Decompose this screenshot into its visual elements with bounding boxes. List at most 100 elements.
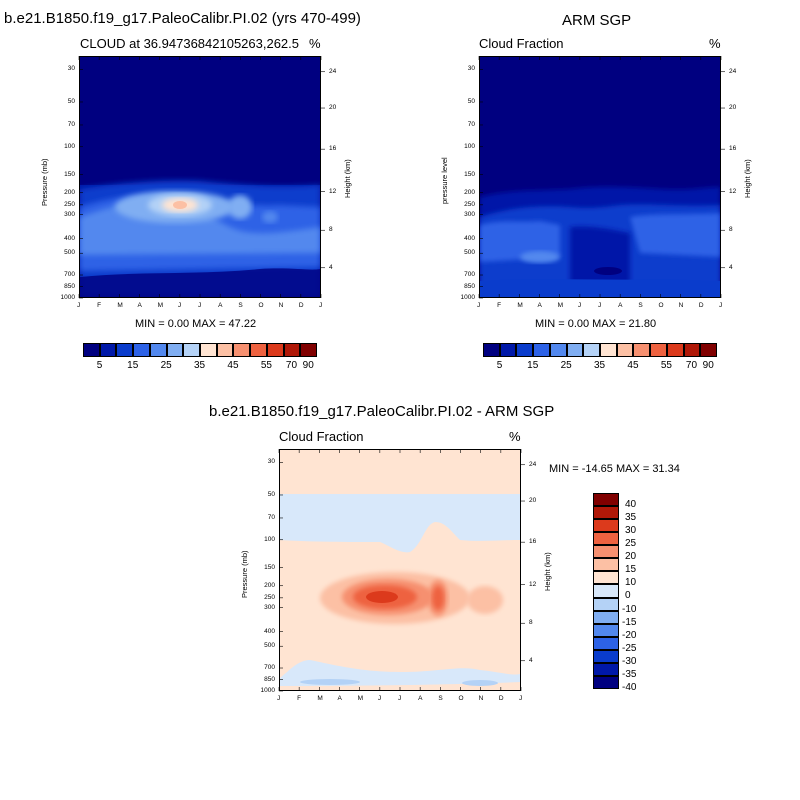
- panel-model-xtick-label: N: [278, 302, 284, 309]
- colorbar-diff-swatch: [593, 584, 619, 598]
- panel-diff-ytick-label: 1000: [260, 687, 275, 694]
- panel-model-ytick-label: 200: [64, 188, 75, 196]
- panel-diff-xtick-label: M: [317, 695, 323, 702]
- colorbar-model-swatch: [116, 343, 134, 357]
- panel-diff-htick-label: 24: [529, 460, 537, 468]
- colorbar-model-label: 70: [285, 360, 298, 371]
- colorbar-model-swatch: [133, 343, 150, 357]
- panel-model-htick-label: 4: [329, 263, 333, 271]
- panel-obs-ytick-label: 70: [467, 120, 475, 128]
- colorbar-obs-label: 45: [627, 360, 639, 371]
- colorbar-diff: [593, 493, 619, 689]
- panel-obs-xtick-label: F: [497, 302, 502, 309]
- colorbar-diff-swatch: [593, 623, 619, 637]
- colorbar-diff-swatch: [593, 558, 619, 572]
- colorbar-diff-swatch: [593, 636, 619, 650]
- panel-diff-stats: MIN = -14.65 MAX = 31.34: [549, 463, 680, 475]
- panel-diff-htick-label: 16: [529, 538, 537, 546]
- panel-obs-ytick-label: 500: [464, 249, 475, 257]
- panel-diff-plot: [279, 449, 521, 691]
- colorbar-obs: [483, 343, 717, 357]
- colorbar-model-swatch: [99, 343, 117, 357]
- colorbar-diff-label: 0: [625, 590, 631, 602]
- panel-model-xtick-label: M: [117, 302, 123, 309]
- panel-obs-xtick-label: S: [638, 302, 643, 309]
- panel-obs-ytick-label: 30: [467, 65, 475, 73]
- colorbar-model-label: 90: [302, 360, 314, 371]
- colorbar-diff-swatch: [593, 675, 619, 689]
- colorbar-diff-swatch: [593, 610, 619, 624]
- colorbar-model-swatch: [233, 343, 251, 357]
- panel-diff-ytick-label: 250: [264, 593, 275, 601]
- panel-obs-ytick-label: 700: [464, 271, 475, 278]
- panel-obs-htick-label: 16: [729, 145, 737, 153]
- colorbar-obs-label: 15: [527, 360, 539, 371]
- colorbar-diff-swatch: [593, 519, 619, 533]
- colorbar-obs-label: 35: [594, 360, 606, 371]
- colorbar-obs-swatch: [700, 343, 717, 357]
- panel-obs-ytick-label: 1000: [460, 294, 475, 301]
- colorbar-diff-label: 30: [625, 525, 637, 537]
- panel-obs-htick-label: 12: [729, 187, 737, 195]
- colorbar-obs-labels: 5 15 25 35 45 55 70 90: [483, 360, 717, 374]
- panel-obs-xtick-label: J: [598, 302, 602, 309]
- panel-model-xtick-label: D: [298, 302, 304, 309]
- panel-diff-ylabel-right: Height (km): [543, 552, 552, 591]
- panel-model-xtick-label: O: [258, 302, 264, 309]
- colorbar-model-swatch: [216, 343, 234, 357]
- panel-model-ylabel-left: Pressure (mb): [40, 158, 49, 206]
- colorbar-model-label: 5: [96, 360, 103, 371]
- panel-obs-ytick-label: 850: [464, 282, 475, 290]
- panel-obs-stats: MIN = 0.00 MAX = 21.80: [535, 318, 657, 330]
- panel-diff-ytick-label: 30: [267, 458, 275, 466]
- colorbar-diff-swatch: [593, 545, 619, 559]
- panel-diff-xtick-label: A: [337, 695, 342, 702]
- panel-obs-htick-label: 8: [729, 226, 733, 234]
- panel-model-htick-label: 24: [329, 67, 337, 75]
- left-panel-title: b.e21.B1850.f19_g17.PaleoCalibr.PI.02 (y…: [4, 10, 361, 27]
- panel-diff-xtick-label: O: [458, 695, 464, 702]
- colorbar-obs-swatch: [516, 343, 534, 357]
- panel-model-htick-label: 8: [329, 226, 333, 234]
- panel-obs-ylabel-left: pressure level: [440, 157, 449, 204]
- panel-diff-ytick-label: 700: [264, 664, 275, 671]
- colorbar-diff-label: 15: [625, 564, 637, 576]
- panel-model-ytick-label: 400: [64, 234, 75, 242]
- panel-diff-ytick-label: 300: [264, 603, 275, 611]
- colorbar-diff-labels: 40 35 30 25 20 15 10 0 -10 -15 -20 -25 -30 -35 -40: [622, 493, 662, 693]
- panel-model-ytick-label: 250: [64, 200, 75, 208]
- colorbar-diff-label: -30: [622, 655, 637, 667]
- colorbar-model-labels: 5 15 25 35 45 55 70 90: [83, 360, 317, 374]
- colorbar-model-label: 35: [194, 360, 206, 371]
- panel-model-ytick-label: 700: [64, 271, 75, 278]
- colorbar-model-label: 45: [227, 360, 239, 371]
- panel-obs-ylabel-right: Height (km): [743, 159, 752, 198]
- panel-diff-ylabel-left: Pressure (mb): [240, 550, 249, 598]
- panel-diff-xtick-label: D: [498, 695, 504, 702]
- colorbar-diff-label: -40: [622, 681, 637, 693]
- colorbar-diff-swatch: [593, 493, 619, 507]
- panel-diff-ytick-label: 200: [264, 581, 275, 589]
- colorbar-diff-label: 25: [625, 538, 637, 550]
- colorbar-model-swatch: [283, 343, 301, 357]
- colorbar-obs-label: 5: [496, 360, 503, 371]
- colorbar-diff-label: 10: [625, 577, 637, 589]
- colorbar-diff-swatch: [593, 597, 619, 611]
- panel-diff-htick-label: 12: [529, 580, 537, 588]
- panel-obs-ytick-label: 300: [464, 210, 475, 218]
- panel-model-xtick-label: A: [137, 302, 142, 309]
- colorbar-diff-swatch: [593, 571, 619, 585]
- panel-diff-xtick-label: N: [478, 695, 484, 702]
- panel-diff-xtick-label: M: [357, 695, 364, 702]
- panel-model-ytick-label: 50: [67, 97, 75, 105]
- panel-model-ytick-label: 30: [67, 65, 75, 73]
- colorbar-obs-label: 25: [560, 360, 572, 371]
- panel-model-htick-label: 20: [329, 104, 337, 112]
- panel-diff-ytick-label: 100: [264, 535, 275, 543]
- panel-model-ytick-label: 150: [64, 170, 75, 178]
- panel-obs-ytick-label: 50: [467, 97, 475, 105]
- colorbar-model-swatch: [250, 343, 267, 357]
- panel-diff-xtick-label: J: [519, 695, 523, 702]
- colorbar-model: [83, 343, 317, 357]
- panel-model-htick-label: 16: [329, 145, 337, 153]
